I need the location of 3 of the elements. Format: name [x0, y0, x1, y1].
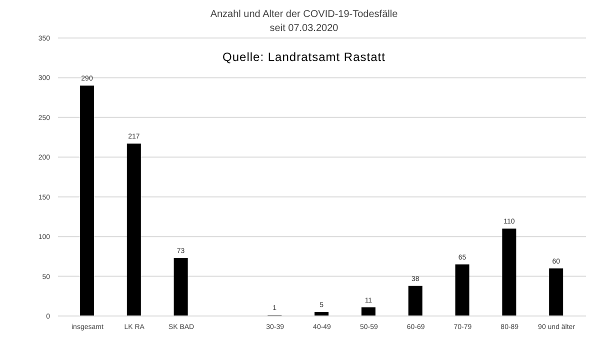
annotation: Quelle: Landratsamt Rastatt — [222, 50, 386, 64]
chart-title: Anzahl und Alter der COVID-19-Todesfälle — [209, 8, 399, 22]
chart-subtitle: seit 07.03.2020 — [268, 22, 340, 36]
